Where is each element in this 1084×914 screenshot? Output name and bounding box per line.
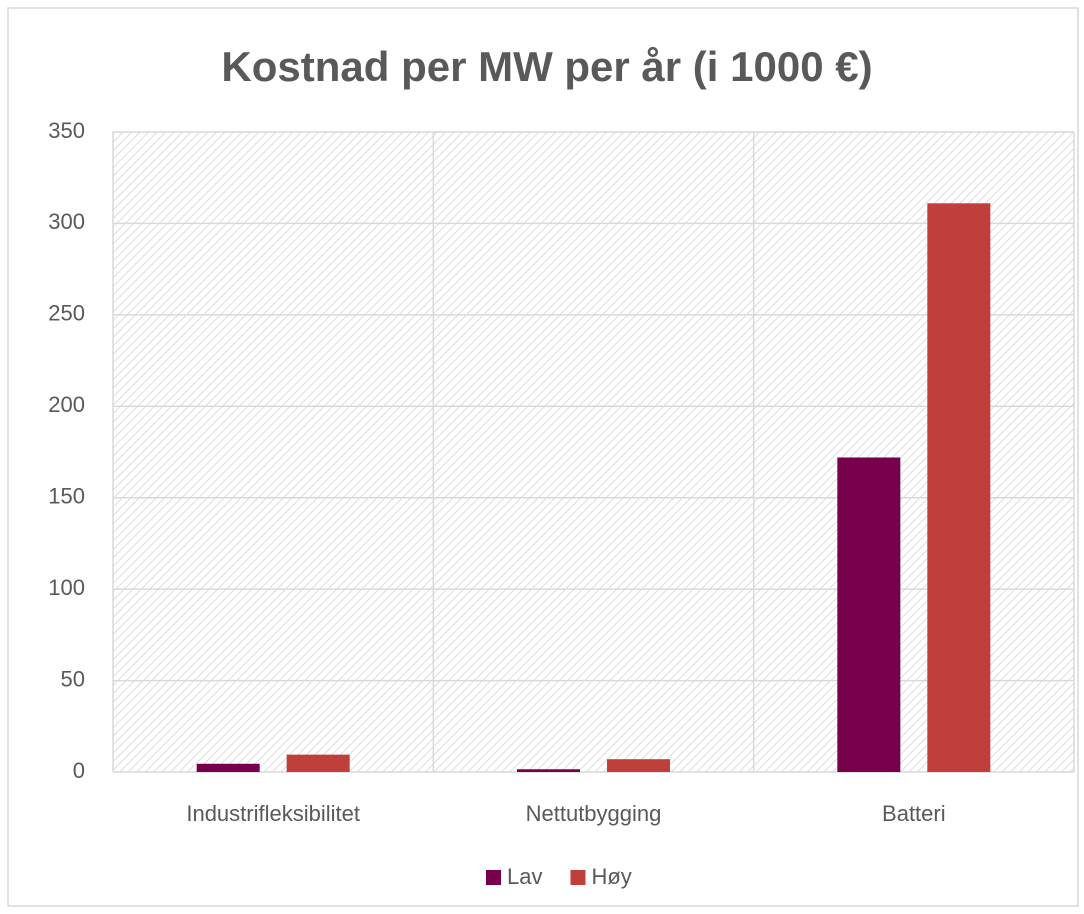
y-tick-label: 350 — [48, 118, 85, 143]
chart-title: Kostnad per MW per år (i 1000 €) — [221, 43, 872, 90]
bar — [286, 754, 350, 772]
legend-swatch — [486, 870, 501, 885]
bar — [837, 457, 901, 772]
bar — [607, 759, 670, 772]
legend-label: Lav — [507, 864, 542, 889]
y-tick-label: 200 — [48, 392, 85, 417]
x-tick-label: Nettutbygging — [526, 801, 662, 826]
y-tick-label: 150 — [48, 484, 85, 509]
x-tick-label: Industrifleksibilitet — [186, 801, 360, 826]
y-tick-label: 50 — [61, 666, 85, 691]
legend-label: Høy — [591, 864, 631, 889]
bar — [927, 203, 991, 773]
x-tick-label: Batteri — [882, 801, 946, 826]
y-tick-label: 0 — [73, 758, 85, 783]
bar — [517, 769, 580, 772]
bar — [196, 763, 260, 772]
legend-swatch — [570, 870, 586, 885]
y-tick-label: 100 — [48, 575, 85, 600]
y-tick-label: 300 — [48, 209, 85, 234]
y-tick-label: 250 — [48, 301, 85, 326]
plot-area — [113, 132, 1074, 772]
